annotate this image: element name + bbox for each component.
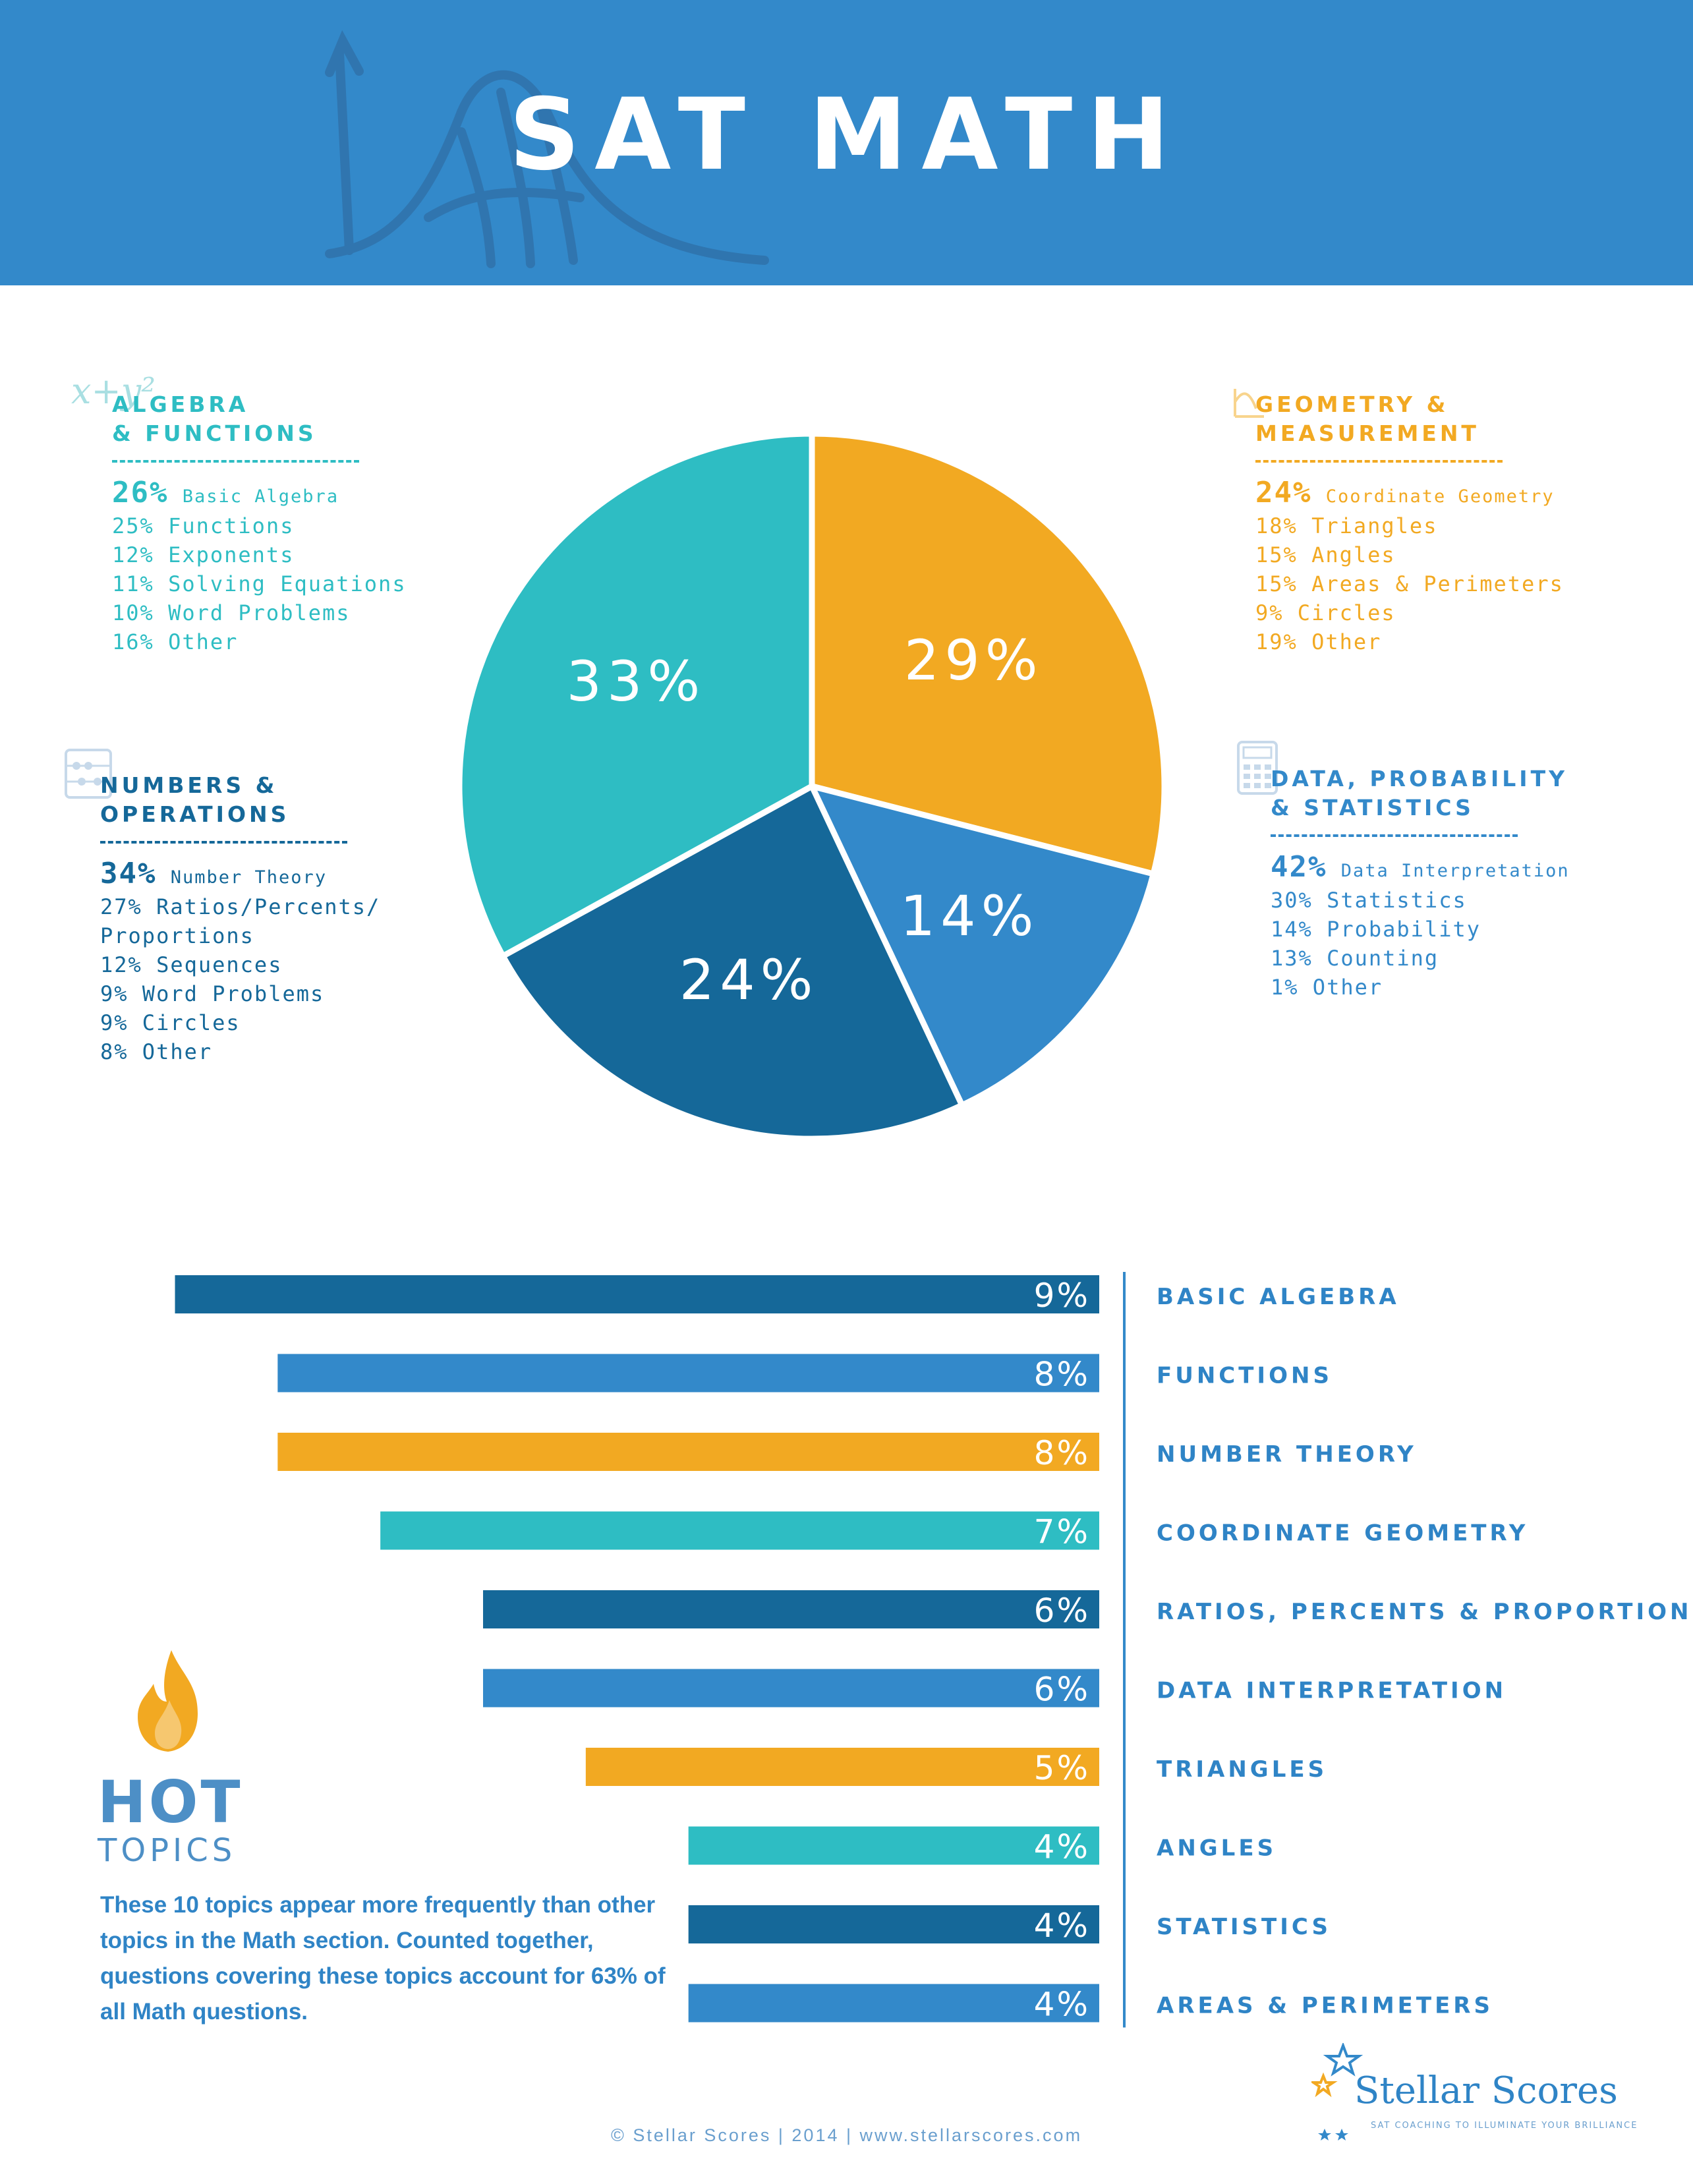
footer: © Stellar Scores | 2014 | www.stellarsco… (610, 2125, 1083, 2145)
xy-squared-icon: x+y² (71, 370, 156, 412)
list-item: 30% Statistics (1271, 888, 1467, 913)
category-list: 24% Coordinate Geometry 18% Triangles 15… (1255, 478, 1564, 656)
bar-category-label: COORDINATE GEOMETRY (1157, 1520, 1528, 1547)
category-algebra-functions: ALGEBRA & FUNCTIONS 26% Basic Algebra 25… (112, 390, 407, 656)
list-item: 9% Circles (1255, 600, 1396, 625)
bar (688, 1826, 1099, 1865)
svg-text:x+y²: x+y² (71, 370, 156, 412)
list-item: 9% Word Problems (100, 981, 325, 1006)
category-data-probability-statistics: DATA, PROBABILITY & STATISTICS 42% Data … (1271, 764, 1570, 1002)
pie-slice (809, 430, 1168, 877)
bar-category-label: RATIOS, PERCENTS & PROPORTIONS (1157, 1599, 1693, 1625)
bar-value-label: 9% (1034, 1277, 1090, 1315)
bar-category-label: FUNCTIONS (1157, 1363, 1333, 1389)
bar (483, 1669, 1099, 1708)
bar (688, 1984, 1099, 2023)
pie-slice-label: 29% (904, 628, 1043, 693)
list-item: 12% Sequences (100, 952, 283, 977)
bar (585, 1748, 1099, 1786)
list-item: 11% Solving Equations (112, 571, 407, 596)
list-item: 15% Areas & Perimeters (1255, 571, 1564, 596)
bar-category-label: NUMBER THEORY (1157, 1441, 1417, 1468)
divider (1255, 460, 1503, 463)
list-item: 16% Other (112, 629, 239, 654)
category-list: 42% Data Interpretation 30% Statistics 1… (1271, 853, 1570, 1002)
bar (175, 1275, 1099, 1313)
bar-value-label: 4% (1034, 1828, 1090, 1866)
list-item: 19% Other (1255, 629, 1382, 654)
bar-value-label: 8% (1034, 1356, 1090, 1394)
pie-slice (456, 430, 815, 960)
bar-value-label: 7% (1034, 1513, 1090, 1551)
pie-slice-label: 14% (900, 884, 1039, 948)
hot-topics-subtitle: TOPICS (98, 1832, 237, 1869)
category-title: NUMBERS & OPERATIONS (100, 772, 290, 827)
bar-category-label: AREAS & PERIMETERS (1157, 1993, 1493, 2019)
divider (112, 460, 359, 463)
bar-value-label: 6% (1034, 1671, 1090, 1709)
bar-chart: 9% BASIC ALGEBRA 8% FUNCTIONS 8% NUMBER THEOR… (175, 1272, 1693, 2028)
bar-value-label: 8% (1034, 1434, 1090, 1472)
hot-topics-heading: HOT TOPICS (98, 1768, 243, 1870)
pie-slice-label: 33% (567, 649, 706, 714)
bar-category-label: BASIC ALGEBRA (1157, 1284, 1400, 1310)
list-item: 24% Coordinate Geometry (1255, 476, 1555, 509)
list-item: 9% Circles (100, 1010, 241, 1035)
list-item: 34% Number Theory (100, 857, 328, 890)
bar-value-label: 6% (1034, 1592, 1090, 1630)
category-geometry-measurement: GEOMETRY & MEASUREMENT 24% Coordinate Ge… (1255, 390, 1564, 656)
list-item: Proportions (100, 923, 254, 948)
bar-category-label: DATA INTERPRETATION (1157, 1678, 1506, 1704)
abacus-icon (65, 749, 112, 799)
bar (277, 1354, 1099, 1393)
bar (483, 1590, 1099, 1628)
list-item: 10% Word Problems (112, 600, 351, 625)
logo-tagline: SAT COACHING TO ILLUMINATE YOUR BRILLIAN… (1371, 2121, 1638, 2131)
divider (100, 841, 347, 844)
list-item: 12% Exponents (112, 542, 295, 567)
bar (688, 1905, 1099, 1943)
list-item: 1% Other (1271, 975, 1383, 1000)
stars-icon (1311, 2043, 1363, 2141)
category-title: DATA, PROBABILITY & STATISTICS (1271, 766, 1568, 820)
list-item: 26% Basic Algebra (112, 476, 339, 509)
list-item: 42% Data Interpretation (1271, 850, 1570, 884)
hot-topics-title: HOT (98, 1768, 243, 1836)
pie-chart: 29% 14% 24% 33% (456, 430, 1168, 1142)
bar (277, 1433, 1099, 1471)
pie-slice (500, 783, 965, 1142)
bar-category-label: ANGLES (1157, 1835, 1277, 1862)
bar-value-label: 5% (1034, 1749, 1090, 1787)
category-title: ALGEBRA & FUNCTIONS (112, 391, 317, 446)
category-list: 26% Basic Algebra 25% Functions 12% Expo… (112, 478, 407, 656)
page-title: SAT MATH (509, 78, 1184, 192)
category-numbers-operations: NUMBERS & OPERATIONS 34% Number Theory 2… (100, 771, 380, 1066)
category-title: GEOMETRY & MEASUREMENT (1255, 391, 1479, 446)
flame-icon (138, 1650, 198, 1752)
list-item: 15% Angles (1255, 542, 1396, 567)
category-list: 34% Number Theory 27% Ratios/Percents/ P… (100, 859, 380, 1066)
list-item: 13% Counting (1271, 946, 1439, 971)
hot-topics-description: These 10 topics appear more frequently t… (100, 1892, 666, 2025)
list-item: 8% Other (100, 1039, 213, 1064)
header-banner: SAT MATH (0, 0, 1693, 285)
calculator-icon (1237, 741, 1278, 795)
bar (380, 1511, 1099, 1550)
geometry-icon (1234, 389, 1264, 418)
bar-category-label: TRIANGLES (1157, 1756, 1327, 1783)
bar-value-label: 4% (1034, 1907, 1090, 1945)
logo-name: Stellar Scores (1354, 2069, 1618, 2112)
pie-slice (809, 783, 1157, 1108)
bar-value-label: 4% (1034, 1986, 1090, 2024)
bell-curve-icon (325, 30, 769, 268)
list-item: 18% Triangles (1255, 513, 1438, 538)
list-item: 27% Ratios/Percents/ (100, 894, 381, 919)
list-item: 25% Functions (112, 513, 295, 538)
pie-slice-label: 24% (679, 948, 818, 1012)
list-item: 14% Probability (1271, 917, 1481, 942)
divider (1271, 834, 1518, 837)
bar-category-label: STATISTICS (1157, 1914, 1331, 1940)
